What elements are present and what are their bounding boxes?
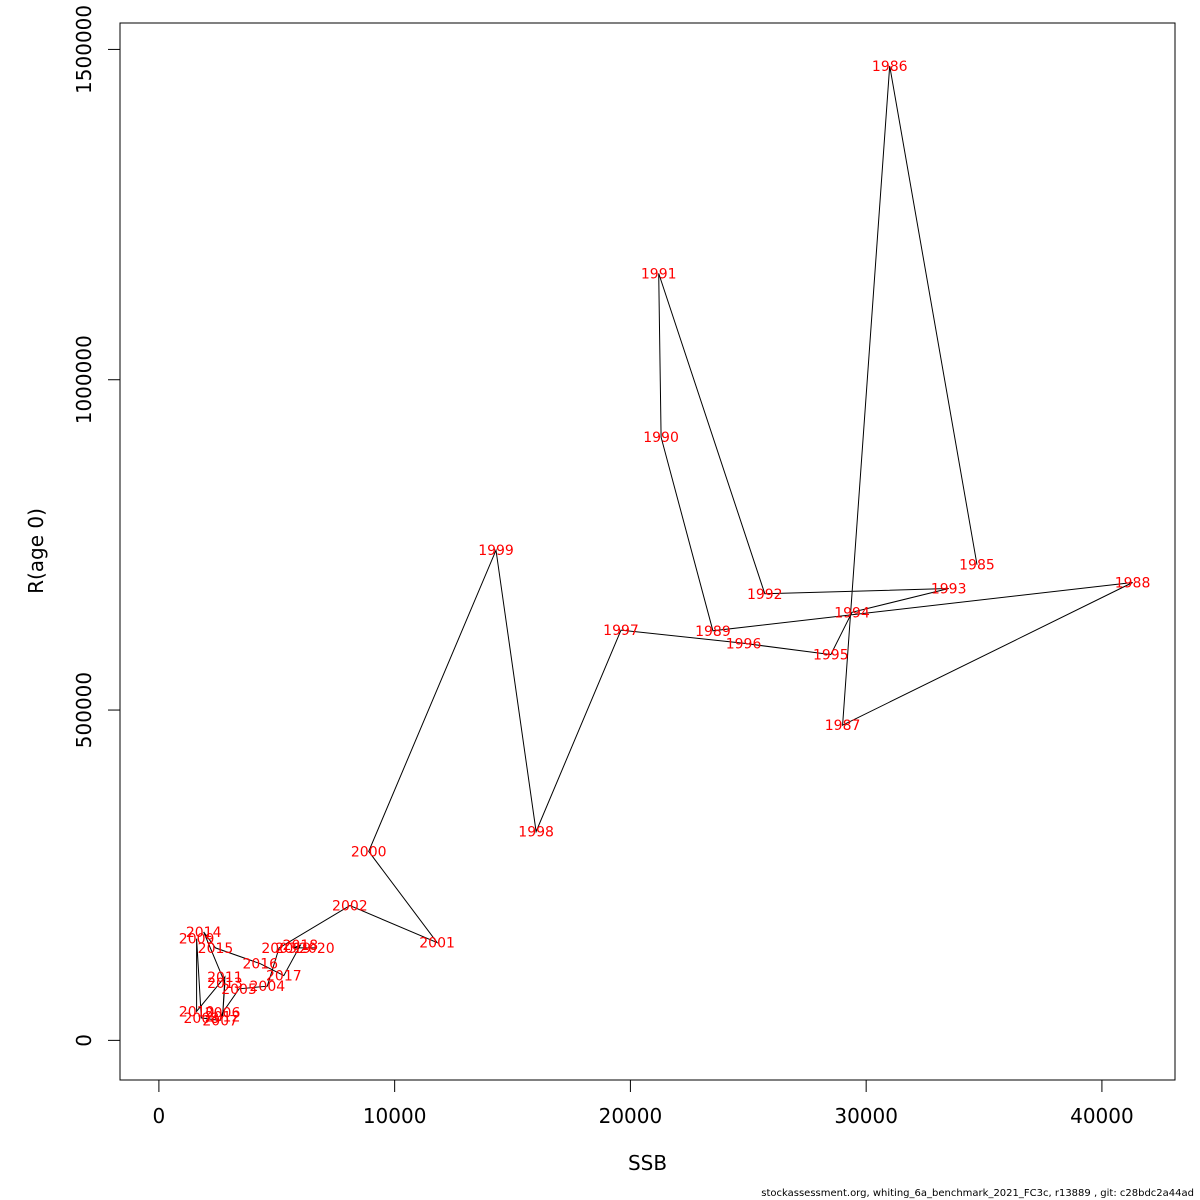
y-tick-label: 1500000 — [72, 5, 96, 94]
point-label-1986: 1986 — [872, 59, 908, 75]
plot-frame — [119, 22, 1176, 1081]
series-line — [196, 65, 1133, 1022]
point-label-2013: 2013 — [207, 976, 243, 992]
point-label-2001: 2001 — [419, 936, 455, 952]
y-axis-title: R(age 0) — [24, 508, 48, 594]
x-tick-label: 40000 — [1070, 1104, 1134, 1128]
point-label-2006: 2006 — [205, 1006, 241, 1022]
x-tick-label: 0 — [153, 1104, 166, 1128]
point-label-1997: 1997 — [603, 623, 639, 639]
point-label-2007: 2007 — [202, 1014, 238, 1030]
x-tick-label: 30000 — [834, 1104, 898, 1128]
trajectory-line — [196, 65, 1133, 1022]
point-label-1987: 1987 — [825, 718, 861, 734]
point-label-1998: 1998 — [518, 825, 554, 841]
point-label-2019: 2019 — [275, 941, 311, 957]
y-axis: 0 500000 1000000 1500000 — [72, 5, 121, 1047]
x-axis: 0 10000 20000 30000 40000 — [153, 1079, 1134, 1128]
point-label-2015: 2015 — [198, 941, 234, 957]
point-label-2004: 2004 — [250, 979, 286, 995]
point-label-2018: 2018 — [283, 938, 319, 954]
y-tick-label: 1000000 — [72, 335, 96, 424]
x-tick-label: 20000 — [599, 1104, 663, 1128]
point-label-2020: 2020 — [299, 941, 335, 957]
point-label-1988: 1988 — [1115, 576, 1151, 592]
point-label-1995: 1995 — [813, 648, 849, 664]
point-label-2005: 2005 — [221, 982, 257, 998]
point-label-1996: 1996 — [726, 636, 762, 652]
y-tick-label: 0 — [72, 1034, 96, 1047]
x-tick-label: 10000 — [363, 1104, 427, 1128]
point-label-1993: 1993 — [931, 581, 967, 597]
point-label-1999: 1999 — [478, 543, 514, 559]
point-label-2016: 2016 — [242, 957, 278, 973]
point-label-2003: 2003 — [261, 941, 297, 957]
point-label-2009: 2009 — [179, 932, 215, 948]
year-labels: 1985 1986 1987 1988 1989 1990 1991 1992 1993 1994… — [179, 59, 1151, 1030]
point-label-2010: 2010 — [179, 1004, 215, 1020]
y-tick-label: 500000 — [72, 672, 96, 748]
point-label-1989: 1989 — [695, 624, 731, 640]
point-label-2017: 2017 — [266, 969, 302, 985]
point-label-2008: 2008 — [184, 1011, 220, 1027]
point-label-1985: 1985 — [959, 558, 995, 574]
point-label-2014: 2014 — [186, 925, 222, 941]
point-label-1991: 1991 — [641, 266, 677, 282]
footer-credit: stockassessment.org, whiting_6a_benchmar… — [761, 1188, 1194, 1199]
point-label-2011: 2011 — [207, 970, 243, 986]
point-label-1992: 1992 — [747, 587, 783, 603]
point-label-1994: 1994 — [834, 605, 870, 621]
point-label-1990: 1990 — [643, 430, 679, 446]
x-axis-title: SSB — [628, 1151, 667, 1175]
point-label-2002: 2002 — [332, 899, 368, 915]
point-label-2012: 2012 — [205, 1010, 241, 1026]
point-label-2000: 2000 — [351, 844, 387, 860]
